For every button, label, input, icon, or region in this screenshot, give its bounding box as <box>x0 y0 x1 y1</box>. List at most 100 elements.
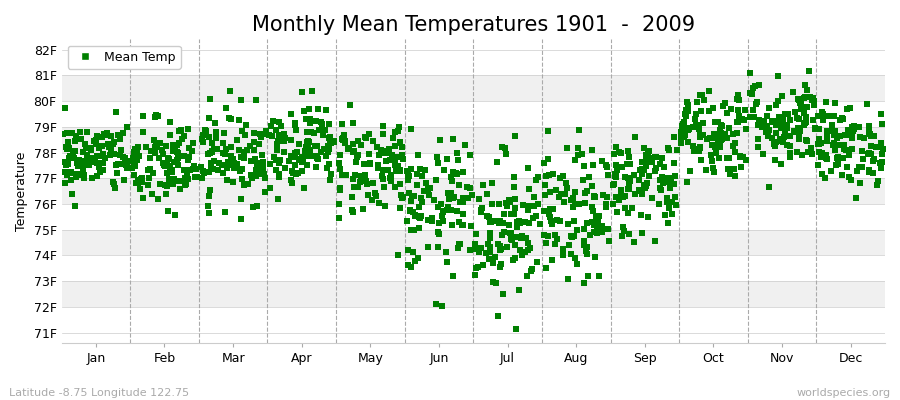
Point <box>654 174 669 180</box>
Point <box>346 149 360 156</box>
Point <box>346 148 361 154</box>
Point <box>778 111 792 117</box>
Point <box>563 197 578 204</box>
Point <box>333 187 347 193</box>
Point <box>128 162 142 169</box>
Point <box>79 151 94 158</box>
Point <box>160 170 175 176</box>
Point <box>716 103 731 109</box>
Point <box>254 134 268 140</box>
Point <box>667 180 681 187</box>
Point <box>769 122 783 128</box>
Point <box>874 144 888 151</box>
Point <box>607 182 621 188</box>
Point <box>707 134 722 140</box>
Point <box>516 202 530 208</box>
Point <box>176 153 191 159</box>
Point <box>819 151 833 158</box>
Point <box>173 178 187 185</box>
Point <box>381 148 395 155</box>
Point <box>126 156 140 163</box>
Point <box>256 159 270 166</box>
Point <box>482 235 497 241</box>
Point <box>761 127 776 134</box>
Point <box>431 228 446 235</box>
Point <box>406 249 420 255</box>
Point <box>377 184 392 190</box>
Point <box>130 177 145 183</box>
Point <box>162 176 176 182</box>
Point <box>252 141 266 147</box>
Point <box>692 122 706 129</box>
Point <box>271 138 285 144</box>
Point <box>696 131 710 138</box>
Point <box>826 113 841 119</box>
Point <box>57 159 71 166</box>
Point <box>702 108 716 114</box>
Point <box>58 143 73 150</box>
Point <box>552 194 566 200</box>
Point <box>774 161 788 167</box>
Point <box>496 290 510 297</box>
Point <box>606 201 620 207</box>
Point <box>156 160 170 166</box>
Point <box>248 156 263 163</box>
Point <box>714 129 728 136</box>
Point <box>145 191 159 197</box>
Point <box>515 232 529 239</box>
Point <box>419 180 434 186</box>
Point <box>317 146 331 152</box>
Point <box>484 179 499 186</box>
Point <box>104 141 118 147</box>
Point <box>208 120 222 126</box>
Point <box>814 152 829 158</box>
Point <box>711 119 725 125</box>
Point <box>508 133 522 139</box>
Point <box>626 239 641 245</box>
Point <box>507 174 521 180</box>
Point <box>769 130 783 136</box>
Point <box>730 130 744 136</box>
Point <box>302 116 317 122</box>
Point <box>836 116 850 122</box>
Point <box>688 110 703 117</box>
Point <box>871 178 886 185</box>
Point <box>296 158 310 164</box>
Point <box>634 171 649 177</box>
Point <box>510 219 525 225</box>
Point <box>170 148 184 155</box>
Point <box>637 181 652 188</box>
Point <box>446 178 460 184</box>
Point <box>791 96 806 102</box>
Point <box>297 148 311 154</box>
Point <box>761 104 776 111</box>
Point <box>130 148 144 154</box>
Point <box>490 159 504 166</box>
Point <box>153 181 167 188</box>
Point <box>199 128 213 134</box>
Point <box>376 131 391 138</box>
Point <box>801 149 815 156</box>
Point <box>322 161 337 167</box>
Point <box>272 119 286 125</box>
Point <box>255 166 269 173</box>
Point <box>531 201 545 207</box>
Point <box>862 123 877 130</box>
Point <box>652 184 667 191</box>
Point <box>158 160 172 166</box>
Point <box>463 247 477 253</box>
Point <box>354 172 368 179</box>
Point <box>127 158 141 164</box>
Point <box>818 98 832 105</box>
Point <box>294 159 309 165</box>
Text: worldspecies.org: worldspecies.org <box>796 388 891 398</box>
Point <box>723 154 737 161</box>
Point <box>289 170 303 177</box>
Point <box>475 262 490 268</box>
Point <box>713 142 727 148</box>
Point <box>488 218 502 225</box>
Point <box>189 166 203 172</box>
Point <box>815 117 830 124</box>
Point <box>342 144 356 151</box>
Point <box>198 126 212 133</box>
